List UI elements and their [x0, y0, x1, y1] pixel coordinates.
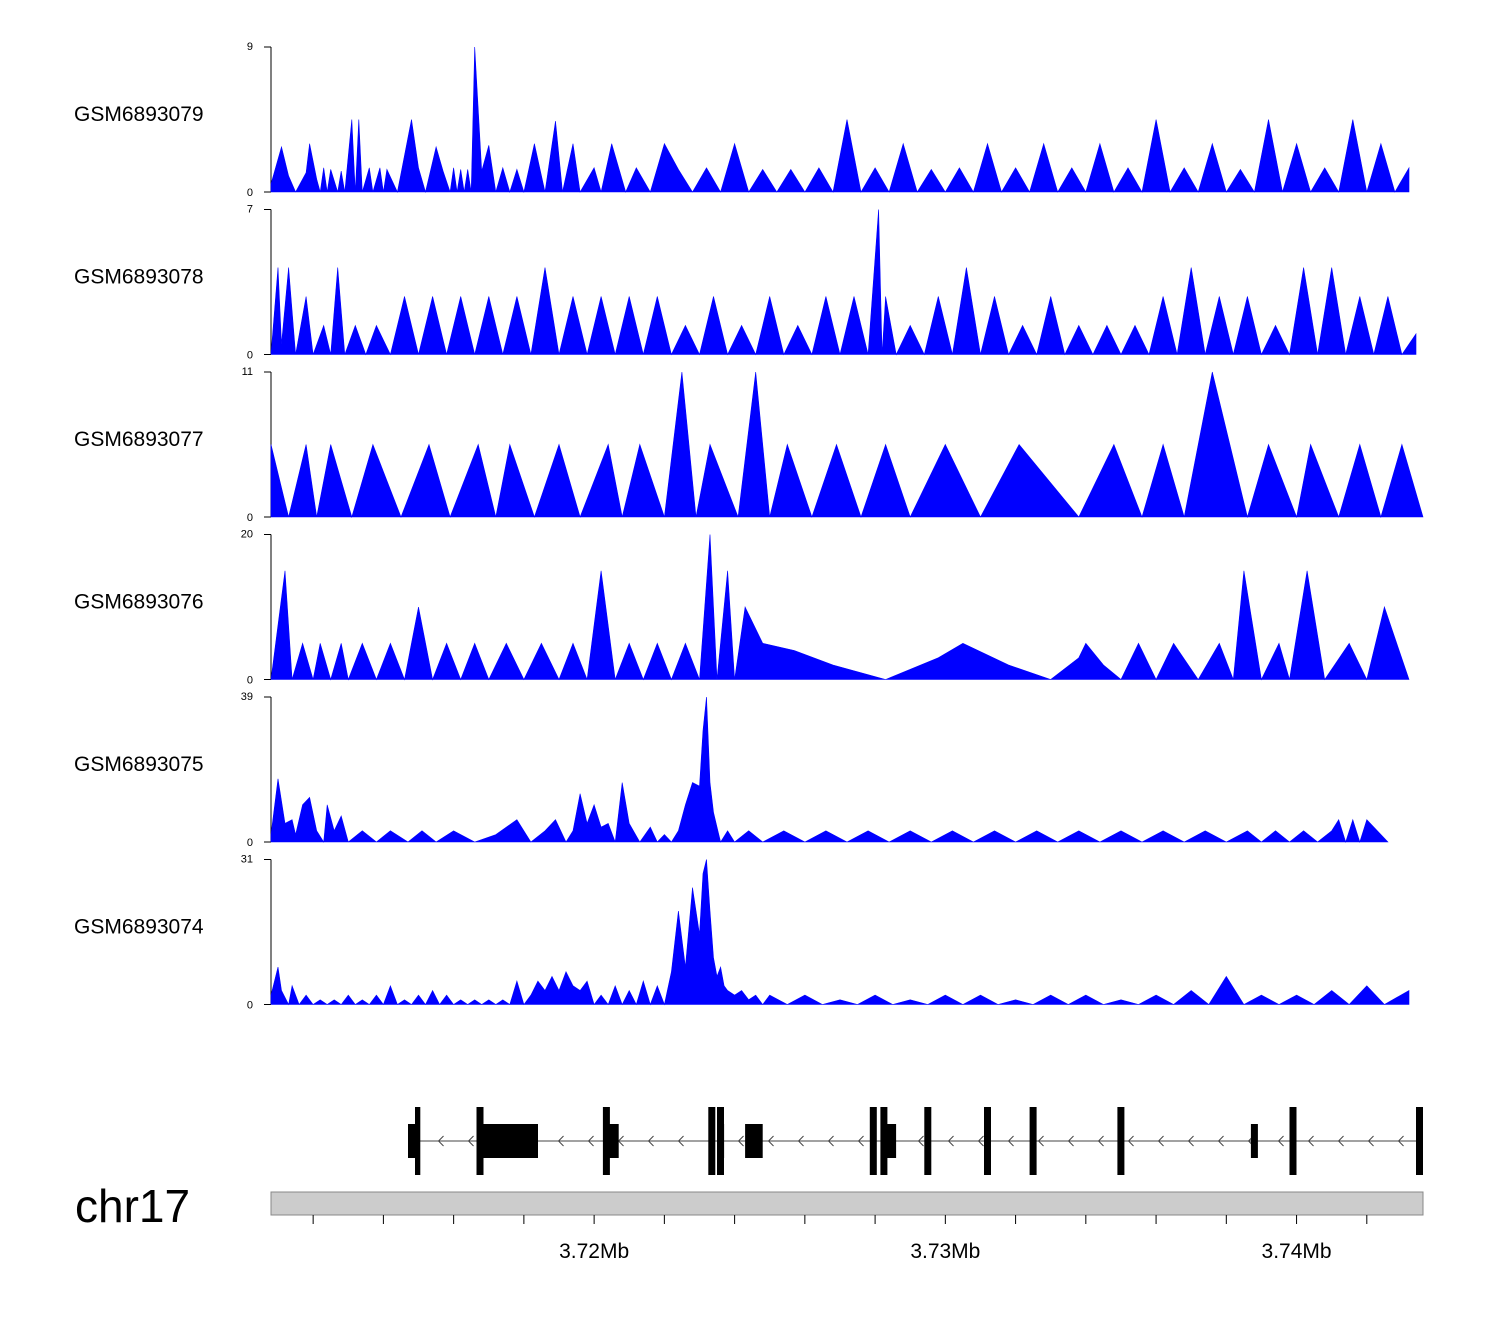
- track-GSM6893076: GSM6893076 20 0: [74, 529, 1410, 687]
- strand-arrow: [977, 1135, 984, 1147]
- exon: [602, 1107, 610, 1175]
- strand-arrow: [767, 1135, 774, 1147]
- coverage-area: [270, 696, 1389, 844]
- x-axis-tick-label: 3.72Mb: [559, 1240, 629, 1263]
- coverage-area: [270, 371, 1424, 519]
- track-label: GSM6893075: [74, 753, 204, 776]
- exon: [476, 1124, 538, 1158]
- exon: [984, 1107, 991, 1175]
- exon: [1029, 1107, 1037, 1175]
- y-tick-label-min: 0: [247, 350, 253, 362]
- exon: [880, 1107, 888, 1175]
- exon: [885, 1124, 897, 1158]
- y-tick-label-max: 7: [247, 204, 253, 216]
- exon: [1250, 1124, 1258, 1158]
- track-GSM6893075: GSM6893075 39 0: [74, 691, 1389, 849]
- track-GSM6893079: GSM6893079 9 0: [74, 41, 1410, 199]
- y-tick-label-min: 0: [247, 1000, 253, 1012]
- strand-arrow: [467, 1135, 474, 1147]
- strand-arrow: [1337, 1135, 1344, 1147]
- exon: [415, 1107, 421, 1175]
- strand-arrow: [1127, 1135, 1134, 1147]
- strand-arrow: [1217, 1135, 1224, 1147]
- track-label: GSM6893074: [74, 916, 204, 939]
- coverage-area: [270, 859, 1410, 1006]
- strand-arrow: [1007, 1135, 1014, 1147]
- coverage-tracks: GSM689307990GSM689307870GSM6893077110GSM…: [74, 41, 1424, 1012]
- x-axis-tick-label: 3.73Mb: [910, 1240, 980, 1263]
- exon: [720, 1124, 725, 1158]
- strand-arrow: [1367, 1135, 1374, 1147]
- track-GSM6893077: GSM6893077 11 0: [74, 366, 1424, 524]
- y-tick-label-max: 11: [242, 366, 253, 378]
- strand-arrow: [677, 1135, 684, 1147]
- coverage-area: [270, 209, 1417, 356]
- strand-arrow: [1157, 1135, 1164, 1147]
- exon: [745, 1124, 763, 1158]
- strand-arrow: [797, 1135, 804, 1147]
- exon: [1289, 1107, 1297, 1175]
- exon: [924, 1107, 932, 1175]
- y-tick-label-max: 39: [241, 691, 253, 703]
- strand-arrow: [827, 1135, 834, 1147]
- strand-arrow: [947, 1135, 954, 1147]
- track-label: GSM6893077: [74, 428, 204, 451]
- chromosome-ideogram: chr17 3.72Mb 3.73Mb 3.74Mb: [75, 1180, 1424, 1263]
- exon: [708, 1107, 716, 1175]
- gene-model: [408, 1107, 1423, 1175]
- y-tick-label-max: 31: [241, 854, 253, 866]
- y-tick-label-max: 20: [241, 529, 253, 541]
- exon: [1117, 1107, 1125, 1175]
- strand-arrow: [1097, 1135, 1104, 1147]
- chromosome-label: chr17: [75, 1180, 190, 1232]
- strand-arrow: [1277, 1135, 1284, 1147]
- strand-arrow: [857, 1135, 864, 1147]
- strand-arrow: [587, 1135, 594, 1147]
- strand-arrow: [557, 1135, 564, 1147]
- track-label: GSM6893079: [74, 103, 204, 126]
- exon: [717, 1107, 724, 1175]
- y-tick-label-max: 9: [247, 41, 253, 53]
- y-tick-label-min: 0: [247, 675, 253, 687]
- exon: [608, 1124, 619, 1158]
- y-tick-label-min: 0: [247, 837, 253, 849]
- strand-arrow: [437, 1135, 444, 1147]
- track-GSM6893074: GSM6893074 31 0: [74, 854, 1410, 1012]
- strand-arrow: [1187, 1135, 1194, 1147]
- strand-arrow: [1307, 1135, 1314, 1147]
- exon: [408, 1124, 419, 1158]
- y-tick-label-min: 0: [247, 187, 253, 199]
- strand-arrow: [917, 1135, 924, 1147]
- exon: [869, 1107, 877, 1175]
- coverage-area: [270, 46, 1410, 194]
- track-label: GSM6893076: [74, 591, 204, 614]
- x-axis-tick-label: 3.74Mb: [1262, 1240, 1332, 1263]
- track-label: GSM6893078: [74, 266, 204, 289]
- strand-arrow: [1037, 1135, 1044, 1147]
- y-tick-label-min: 0: [247, 512, 253, 524]
- strand-arrow: [647, 1135, 654, 1147]
- coverage-area: [270, 534, 1410, 681]
- exon: [1416, 1107, 1423, 1175]
- track-GSM6893078: GSM6893078 7 0: [74, 204, 1417, 362]
- strand-arrow: [737, 1135, 744, 1147]
- chromosome-bar: [270, 1191, 1424, 1216]
- strand-arrow: [1397, 1135, 1404, 1147]
- strand-arrow: [1067, 1135, 1074, 1147]
